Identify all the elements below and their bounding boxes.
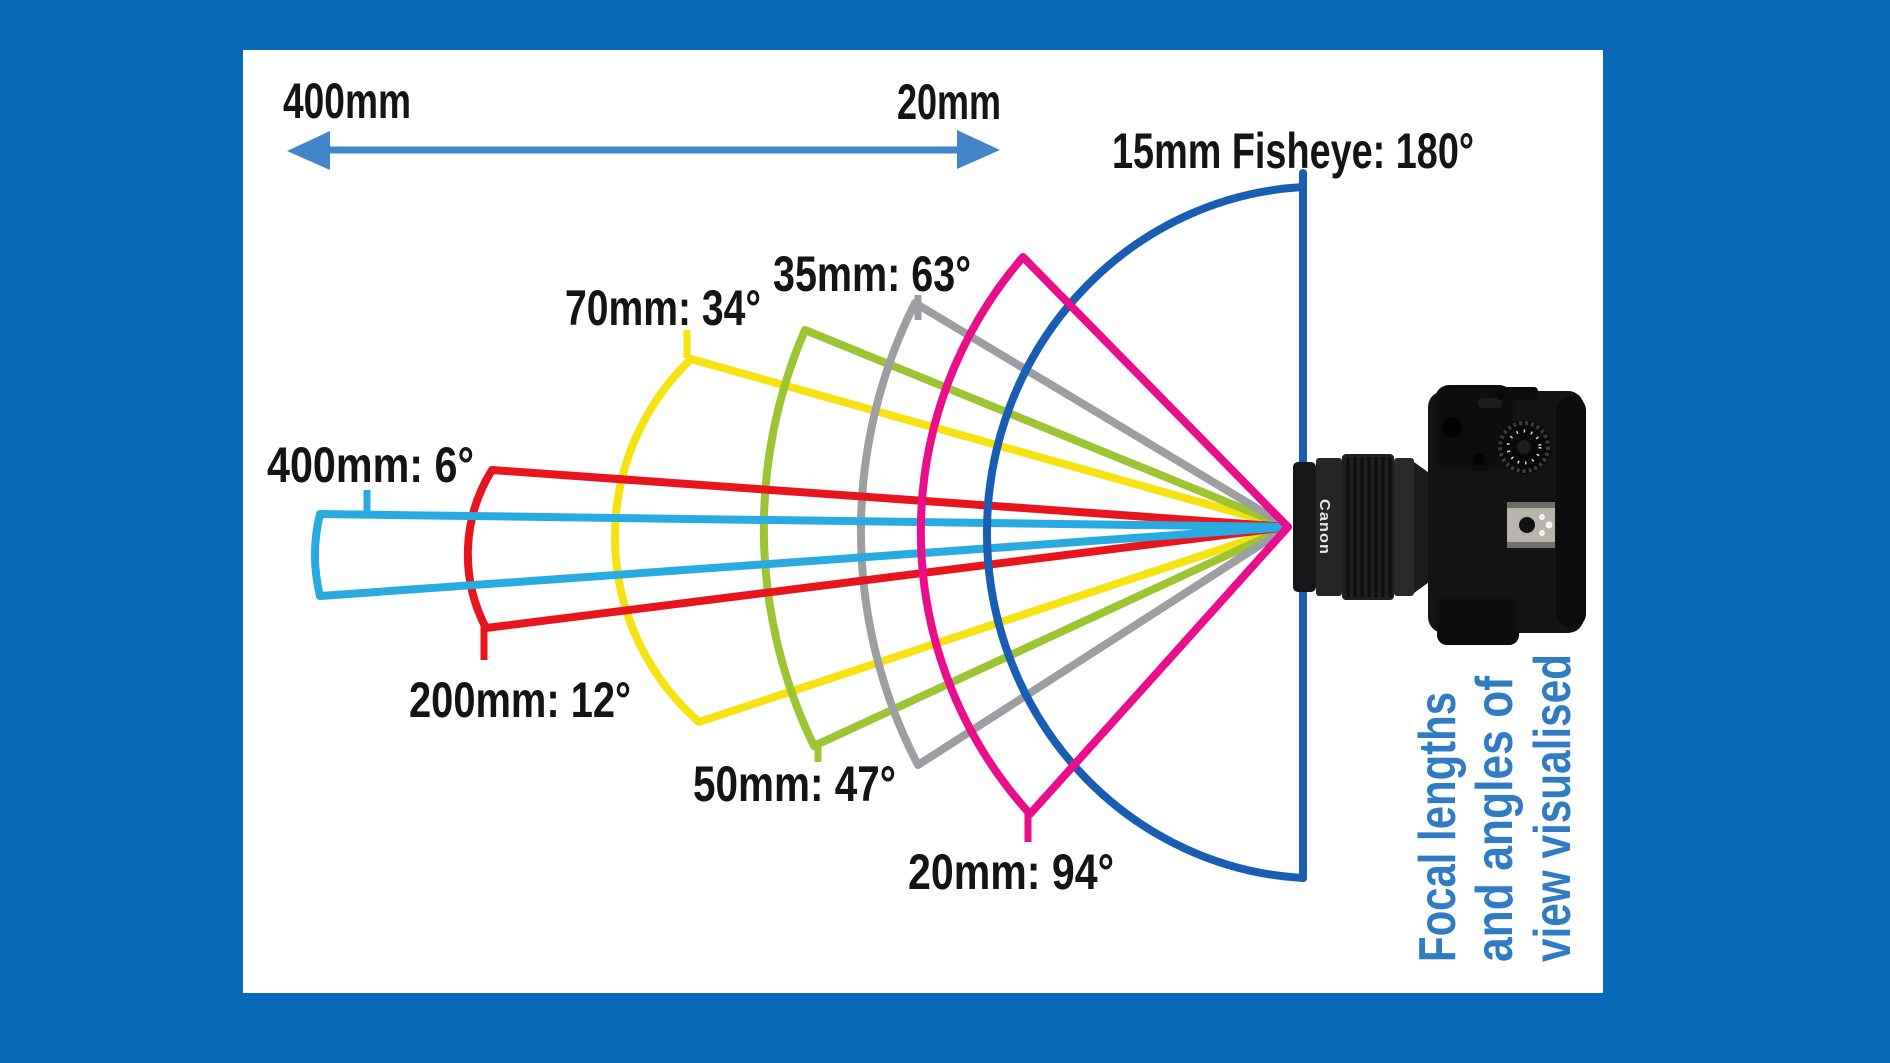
strap-lug <box>1578 560 1586 584</box>
scale-arrow: 400mm 20mm <box>283 73 1001 170</box>
cone-15mm-fisheye-arc <box>982 183 1307 882</box>
hot-shoe <box>1507 502 1555 548</box>
top-button <box>1478 398 1502 408</box>
label-20mm: 20mm: 94° <box>908 844 1114 900</box>
camera-photo: Canon <box>1293 385 1586 645</box>
cone-20mm <box>916 253 1292 818</box>
label-15mm-fisheye: 15mm Fisheye: 180° <box>1112 123 1474 179</box>
vertical-title: Focal lengths and angles of view visuali… <box>1409 654 1582 962</box>
scale-label-400mm: 400mm <box>283 73 411 129</box>
lens-rear-band <box>1394 458 1414 596</box>
lens-name-band <box>1316 458 1342 596</box>
label-200mm: 200mm: 12° <box>409 672 631 728</box>
scale-label-20mm: 20mm <box>897 74 1001 130</box>
vertical-title-line-3: view visualised <box>1524 654 1582 962</box>
cone-400mm <box>311 510 1292 600</box>
vertical-title-line-1: Focal lengths <box>1409 692 1467 962</box>
cone-200mm <box>463 466 1292 632</box>
lens-brand-text: Canon <box>1316 499 1333 555</box>
label-400mm: 400mm: 6° <box>267 437 474 493</box>
scale-arrow-left-head <box>287 131 330 170</box>
label-70mm: 70mm: 34° <box>565 280 761 336</box>
label-50mm: 50mm: 47° <box>693 756 896 812</box>
lens-labels: 15mm Fisheye: 180° 20mm: 94° 35mm: 63° 5… <box>267 123 1474 900</box>
lens-mount <box>1414 462 1432 593</box>
cone-70mm <box>611 355 1292 726</box>
label-35mm: 35mm: 63° <box>773 246 971 302</box>
scale-arrow-right-head <box>957 130 1000 169</box>
cone-50mm <box>759 326 1292 750</box>
popup-flash-edge <box>1496 387 1538 400</box>
viewfinder-window <box>1442 417 1462 437</box>
lens-ribs <box>1346 457 1392 597</box>
mode-dial <box>1497 420 1551 474</box>
angle-cones <box>311 169 1307 882</box>
lens-front-ring <box>1293 462 1316 592</box>
eyepiece-cup <box>1437 597 1519 645</box>
vertical-title-line-2: and angles of <box>1466 675 1524 962</box>
cone-35mm <box>856 299 1292 769</box>
shutter-button <box>1473 453 1485 465</box>
camera-grip <box>1556 397 1586 627</box>
